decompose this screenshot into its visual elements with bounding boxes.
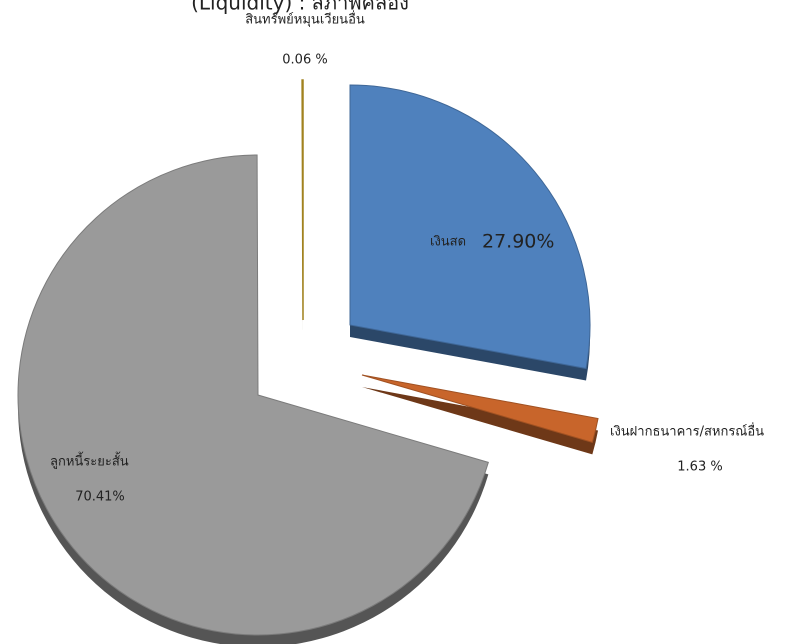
value-label: 0.06 % xyxy=(282,53,327,68)
value-label: 1.63 % xyxy=(677,460,722,475)
chart-title: (Liquidity) : สภาพคล่อง xyxy=(191,0,409,15)
slice xyxy=(361,374,599,444)
slice-label: เงินฝากธนาคาร/สหกรณ์อื่น xyxy=(610,423,764,440)
slice-label: ลูกหนี้ระยะสั้น xyxy=(50,452,129,470)
slice-label: เงินสด xyxy=(430,235,466,250)
slice-label: สินทรัพย์หมุนเวียนอื่น xyxy=(245,11,365,28)
slice xyxy=(17,154,489,636)
value-label: 27.90% xyxy=(482,231,554,253)
slice xyxy=(301,79,304,321)
slice-side xyxy=(362,387,599,455)
value-label: 70.41% xyxy=(75,490,125,505)
slice xyxy=(349,84,591,370)
